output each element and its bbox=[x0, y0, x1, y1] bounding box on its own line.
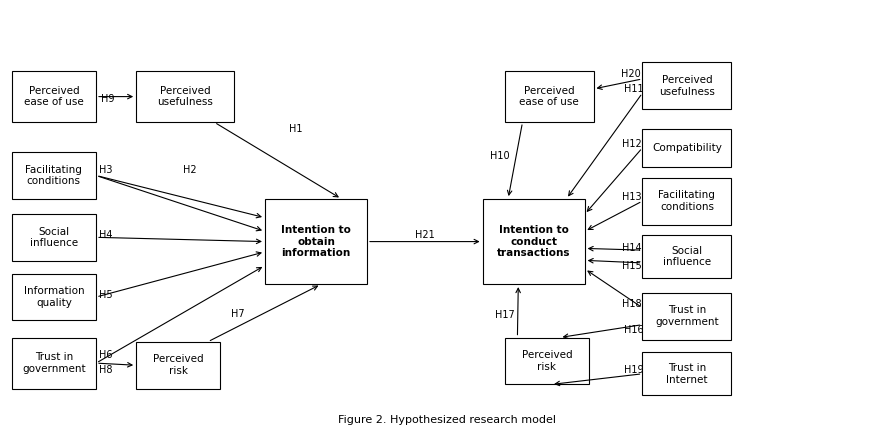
FancyBboxPatch shape bbox=[12, 337, 96, 389]
Text: Figure 2. Hypothesized research model: Figure 2. Hypothesized research model bbox=[338, 415, 556, 425]
Text: Social
influence: Social influence bbox=[662, 246, 711, 267]
Text: H13: H13 bbox=[622, 192, 642, 202]
Text: Compatibility: Compatibility bbox=[652, 143, 721, 153]
Text: Intention to
obtain
information: Intention to obtain information bbox=[281, 225, 350, 258]
Text: H15: H15 bbox=[622, 261, 642, 271]
Text: H16: H16 bbox=[624, 325, 644, 335]
FancyBboxPatch shape bbox=[12, 273, 96, 321]
FancyBboxPatch shape bbox=[643, 353, 731, 395]
Text: H12: H12 bbox=[622, 140, 642, 149]
Text: H7: H7 bbox=[232, 309, 245, 319]
FancyBboxPatch shape bbox=[483, 199, 585, 284]
Text: Social
influence: Social influence bbox=[30, 226, 78, 248]
Text: H11: H11 bbox=[624, 84, 644, 94]
Text: Intention to
conduct
transactions: Intention to conduct transactions bbox=[497, 225, 570, 258]
Text: H18: H18 bbox=[622, 299, 642, 308]
Text: H4: H4 bbox=[98, 230, 113, 240]
Text: H9: H9 bbox=[100, 94, 114, 104]
Text: Perceived
ease of use: Perceived ease of use bbox=[24, 86, 84, 108]
Text: Perceived
ease of use: Perceived ease of use bbox=[519, 86, 579, 108]
Text: H19: H19 bbox=[624, 365, 644, 375]
Text: H1: H1 bbox=[290, 124, 303, 133]
Text: Trust in
Internet: Trust in Internet bbox=[666, 363, 708, 384]
Text: H17: H17 bbox=[495, 310, 515, 320]
Text: H6: H6 bbox=[98, 350, 113, 360]
Text: H10: H10 bbox=[491, 151, 510, 161]
FancyBboxPatch shape bbox=[136, 71, 233, 122]
Text: H20: H20 bbox=[621, 69, 641, 79]
FancyBboxPatch shape bbox=[643, 235, 731, 278]
FancyBboxPatch shape bbox=[12, 152, 96, 199]
Text: Perceived
usefulness: Perceived usefulness bbox=[157, 86, 213, 108]
Text: Perceived
usefulness: Perceived usefulness bbox=[659, 75, 715, 97]
Text: Information
quality: Information quality bbox=[23, 286, 84, 308]
FancyBboxPatch shape bbox=[265, 199, 367, 284]
Text: Trust in
government: Trust in government bbox=[22, 353, 86, 374]
Text: Perceived
risk: Perceived risk bbox=[153, 354, 204, 376]
FancyBboxPatch shape bbox=[643, 63, 731, 109]
Text: H14: H14 bbox=[622, 243, 642, 253]
Text: H5: H5 bbox=[98, 290, 113, 300]
Text: H21: H21 bbox=[415, 230, 434, 240]
Text: Perceived
risk: Perceived risk bbox=[521, 350, 572, 372]
Text: Facilitating
conditions: Facilitating conditions bbox=[659, 190, 715, 212]
Text: Facilitating
conditions: Facilitating conditions bbox=[25, 165, 82, 186]
FancyBboxPatch shape bbox=[643, 293, 731, 340]
FancyBboxPatch shape bbox=[136, 342, 221, 389]
FancyBboxPatch shape bbox=[643, 129, 731, 167]
Text: H2: H2 bbox=[182, 165, 196, 175]
FancyBboxPatch shape bbox=[505, 71, 594, 122]
Text: Trust in
government: Trust in government bbox=[655, 305, 719, 327]
FancyBboxPatch shape bbox=[643, 178, 731, 225]
FancyBboxPatch shape bbox=[12, 71, 96, 122]
FancyBboxPatch shape bbox=[505, 337, 589, 384]
Text: H8: H8 bbox=[98, 365, 113, 375]
Text: H3: H3 bbox=[98, 165, 113, 175]
FancyBboxPatch shape bbox=[12, 214, 96, 261]
